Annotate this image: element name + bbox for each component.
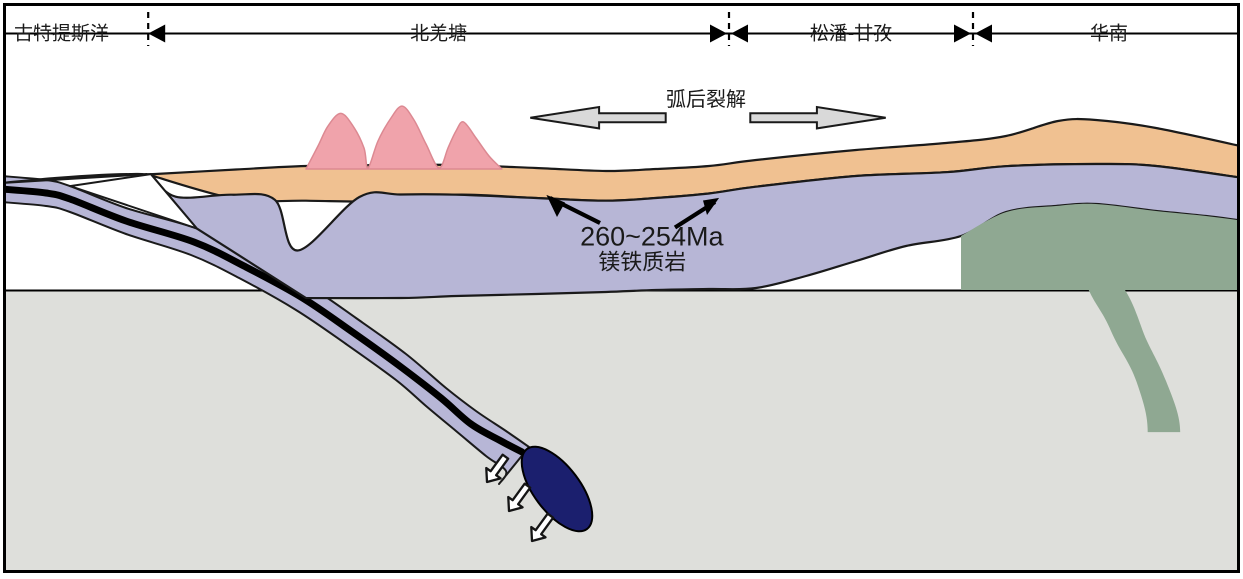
svg-text:北羌塘: 北羌塘 (410, 23, 467, 45)
svg-text:260~254Ma: 260~254Ma (580, 221, 724, 251)
svg-text:弧后裂解: 弧后裂解 (666, 88, 746, 111)
svg-text:华南: 华南 (1090, 23, 1128, 45)
svg-text:松潘-甘孜: 松潘-甘孜 (810, 23, 892, 45)
svg-text:古特提斯洋: 古特提斯洋 (14, 23, 109, 45)
svg-text:镁铁质岩: 镁铁质岩 (598, 249, 686, 274)
